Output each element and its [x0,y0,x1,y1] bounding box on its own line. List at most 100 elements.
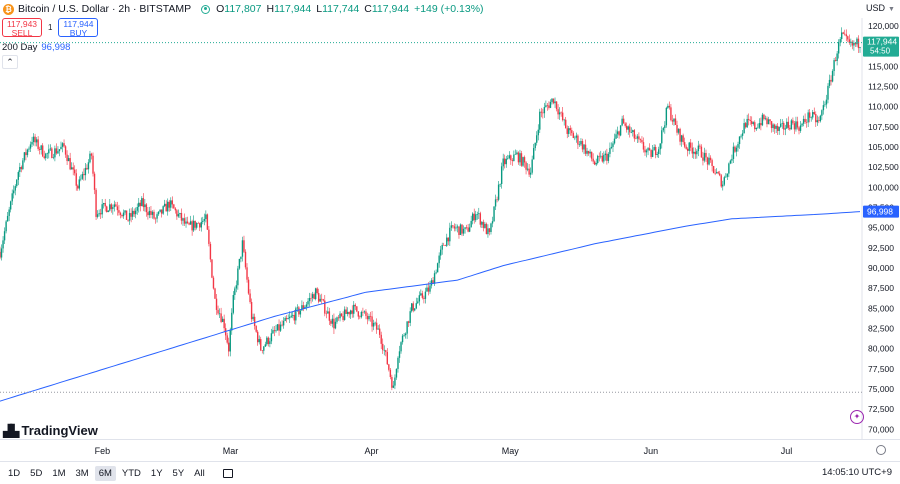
candle-body [183,218,186,224]
candle-body [212,277,215,289]
candle-body [528,168,530,175]
open-key: O [216,3,225,15]
candle-body [665,107,668,126]
candle-body [197,222,199,224]
candle-body [720,175,722,187]
candle-body [55,148,58,154]
candle-body [723,177,725,185]
candle-body [171,200,174,205]
candle-body [686,148,689,151]
range-button-1d[interactable]: 1D [8,467,21,479]
candle-body [778,126,780,131]
candle-body [691,147,693,154]
candle-body [810,117,812,119]
range-button-1y[interactable]: 1Y [150,467,163,479]
candle-body [84,167,87,176]
candle-body [633,130,636,139]
gear-icon[interactable] [876,445,886,455]
candle-body [699,145,701,147]
range-button-all[interactable]: All [194,467,205,479]
high-value: 117,944 [274,3,312,15]
candle-body [731,158,733,161]
range-button-1m[interactable]: 1M [52,467,66,479]
candle-body [513,154,515,161]
candle-body [115,204,117,207]
candle-body [827,85,829,100]
candle-body [256,331,259,343]
price-chart[interactable]: 70,000 72,500 75,000 77,500 80,000 82,500 85,0… [0,0,900,440]
candle-body [859,47,861,49]
candle-body [301,305,303,311]
candle-body [409,311,411,323]
candle-body [647,148,649,151]
candle-body [569,128,571,131]
candle-body [156,214,158,219]
candle-body [441,244,443,250]
candle-body [558,112,561,115]
buy-button[interactable]: 117,944 BUY [58,18,99,38]
candle-body [574,137,576,139]
collapse-legend-button[interactable]: ⌃ [2,55,18,69]
candle-body [626,125,628,130]
candle-body [46,153,48,154]
candle-body [841,32,843,40]
candle-body [83,174,85,176]
symbol-title[interactable]: Bitcoin / U.S. Dollar · 2h · BITSTAMP [18,3,192,15]
candle-body [209,243,212,260]
range-button-5y[interactable]: 5Y [172,467,185,479]
candle-body [54,148,56,158]
candle-body [761,114,764,126]
calendar-icon[interactable] [222,468,233,478]
candle-body [380,334,382,344]
open-value: 117,807 [224,3,262,15]
currency-selector[interactable]: USD ▼ [866,3,895,13]
candle-body [703,152,706,161]
candle-body [229,330,231,352]
candle-body [554,101,556,104]
candle-body [61,143,64,147]
candle-body [619,125,622,136]
candle-body [9,201,12,210]
candle-body [38,148,41,150]
market-status-icon[interactable] [201,4,211,14]
candle-body [650,149,652,157]
candle-body [816,120,819,123]
candle-body [601,155,604,162]
candle-body [23,152,26,161]
candle-body [836,53,838,61]
candle-body [25,152,27,156]
range-button-3m[interactable]: 3M [75,467,89,479]
range-button-6m[interactable]: 6M [94,465,116,481]
y-tick-label: 85,000 [868,303,894,313]
candle-body [641,140,643,143]
candle-body [6,215,9,222]
candle-body [369,316,372,317]
candle-body [394,377,396,386]
x-tick-label: Feb [94,446,111,456]
candle-body [496,199,498,201]
range-button-5d[interactable]: 5D [30,467,43,479]
y-tick-label: 82,500 [868,324,894,334]
candle-body [586,150,588,154]
candle-body [839,39,841,43]
candle-body [453,226,456,229]
clock[interactable]: 14:05:10 UTC+9 [822,467,892,478]
candle-body [436,263,439,273]
candle-body [411,303,413,312]
ai-assist-icon[interactable]: ✦ [850,410,864,424]
candle-body [772,124,774,129]
candle-body [674,118,677,125]
candle-body [471,213,474,221]
candle-body [63,143,65,147]
sell-button[interactable]: 117,943 SELL [2,18,42,38]
candle-body [537,129,539,136]
candle-body [580,141,582,145]
candle-body [783,123,785,130]
candle-body [563,119,565,121]
candle-body [125,210,128,220]
candle-body [848,39,851,43]
range-button-ytd[interactable]: YTD [121,467,141,479]
indicator-legend[interactable]: 200 Day 96,998 [2,42,70,53]
candle-body [467,227,469,232]
candle-body [67,158,70,162]
